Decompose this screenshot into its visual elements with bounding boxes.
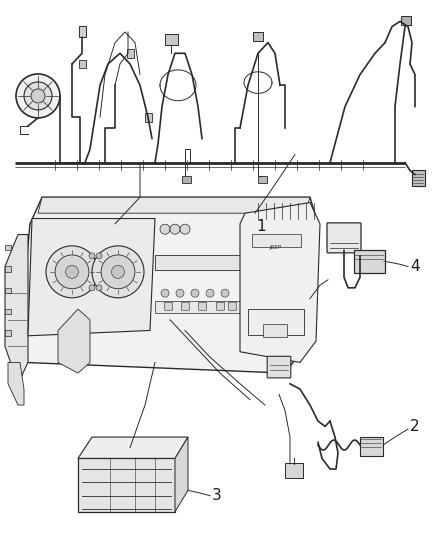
FancyBboxPatch shape — [182, 175, 191, 183]
Circle shape — [191, 289, 199, 297]
Circle shape — [92, 246, 144, 298]
FancyBboxPatch shape — [258, 175, 267, 183]
Circle shape — [101, 255, 135, 289]
Circle shape — [89, 285, 95, 291]
Text: 1: 1 — [256, 219, 265, 233]
Circle shape — [221, 289, 229, 297]
Polygon shape — [8, 362, 24, 405]
Text: 4: 4 — [410, 259, 420, 274]
FancyBboxPatch shape — [145, 113, 152, 122]
FancyBboxPatch shape — [5, 330, 11, 336]
Text: 3: 3 — [212, 488, 222, 503]
FancyBboxPatch shape — [267, 356, 291, 378]
Circle shape — [96, 285, 102, 291]
Polygon shape — [175, 437, 188, 512]
Polygon shape — [28, 219, 155, 336]
Polygon shape — [240, 203, 320, 362]
FancyBboxPatch shape — [285, 463, 304, 478]
Circle shape — [112, 265, 124, 278]
Circle shape — [89, 253, 95, 259]
Polygon shape — [58, 309, 90, 373]
Circle shape — [176, 289, 184, 297]
Text: JEEP: JEEP — [270, 245, 282, 250]
Polygon shape — [38, 197, 310, 213]
FancyBboxPatch shape — [353, 250, 385, 273]
FancyBboxPatch shape — [251, 234, 300, 247]
Polygon shape — [78, 458, 175, 512]
Circle shape — [161, 289, 169, 297]
FancyBboxPatch shape — [5, 288, 11, 293]
Circle shape — [96, 253, 102, 259]
FancyBboxPatch shape — [229, 302, 237, 310]
Circle shape — [46, 246, 98, 298]
FancyBboxPatch shape — [360, 437, 382, 456]
FancyBboxPatch shape — [181, 302, 190, 310]
Circle shape — [16, 74, 60, 118]
Circle shape — [66, 265, 78, 278]
FancyBboxPatch shape — [5, 245, 11, 251]
Circle shape — [55, 255, 89, 289]
Polygon shape — [78, 437, 188, 458]
Circle shape — [180, 224, 190, 234]
FancyBboxPatch shape — [5, 309, 11, 314]
Circle shape — [206, 289, 214, 297]
Circle shape — [160, 224, 170, 234]
FancyBboxPatch shape — [155, 301, 240, 313]
FancyBboxPatch shape — [78, 26, 85, 37]
FancyBboxPatch shape — [5, 266, 11, 272]
FancyBboxPatch shape — [155, 255, 240, 270]
FancyBboxPatch shape — [165, 302, 173, 310]
FancyBboxPatch shape — [79, 60, 86, 68]
Circle shape — [24, 82, 52, 110]
Text: 2: 2 — [410, 419, 420, 434]
FancyBboxPatch shape — [411, 170, 424, 186]
FancyBboxPatch shape — [127, 49, 134, 58]
Circle shape — [31, 89, 45, 103]
FancyBboxPatch shape — [401, 15, 411, 26]
FancyBboxPatch shape — [165, 34, 177, 45]
FancyBboxPatch shape — [247, 309, 304, 335]
Polygon shape — [20, 197, 318, 373]
Circle shape — [170, 224, 180, 234]
FancyBboxPatch shape — [327, 223, 361, 253]
FancyBboxPatch shape — [198, 302, 206, 310]
FancyBboxPatch shape — [216, 302, 225, 310]
Polygon shape — [5, 235, 28, 384]
FancyBboxPatch shape — [264, 325, 287, 337]
FancyBboxPatch shape — [253, 31, 263, 42]
